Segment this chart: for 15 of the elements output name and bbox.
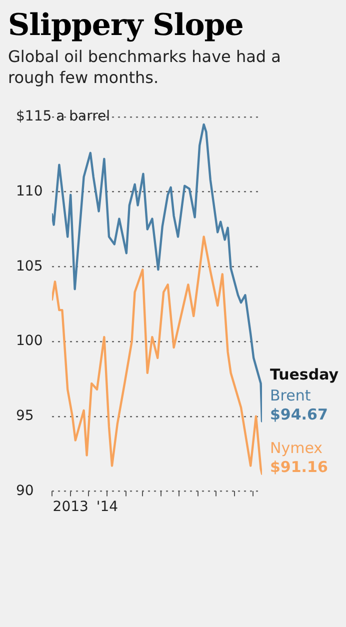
data-label: $94.67 <box>270 404 328 423</box>
y-tick-label: 100 <box>16 332 43 349</box>
y-tick-label: $115 a barrel <box>16 108 110 124</box>
y-tick-label: 90 <box>16 482 34 498</box>
x-tick-label: 2013 <box>52 498 88 515</box>
chart-subtitle: Global oil benchmarks have had a rough few months. <box>8 47 282 89</box>
y-tick-label: 95 <box>16 408 34 424</box>
series-label: Brent <box>270 386 311 404</box>
y-tick-label: 110 <box>16 183 43 200</box>
series-label: Nymex <box>270 438 323 456</box>
text: Tuesday <box>270 364 339 383</box>
x-tick-label: '14 <box>96 498 118 515</box>
data-label: $91.16 <box>270 457 328 476</box>
chart-title: Slippery Slope <box>8 8 244 43</box>
y-tick-label: 105 <box>16 258 43 274</box>
